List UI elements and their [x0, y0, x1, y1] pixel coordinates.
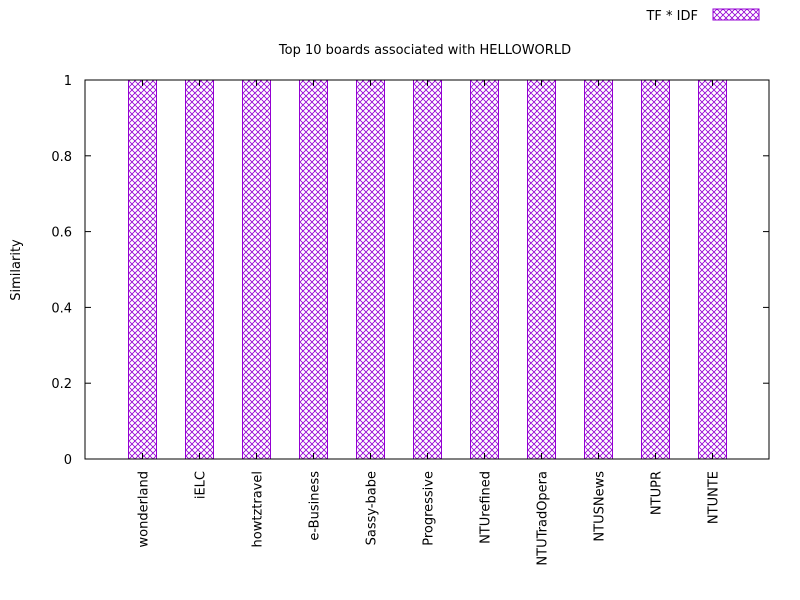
- y-tick-label: 0.4: [51, 301, 72, 316]
- bar-wonderland: [128, 79, 157, 460]
- x-tick-label: NTUrefined: [479, 471, 494, 544]
- x-tick-label: Progressive: [422, 471, 437, 546]
- x-tick-label: Sassy-babe: [365, 471, 380, 545]
- x-tick-label: NTUTradOpera: [536, 471, 551, 566]
- bar-e-business: [299, 79, 328, 460]
- bar-ntupr: [641, 79, 670, 460]
- y-tick-label: 0.2: [51, 377, 72, 392]
- legend-swatch: [712, 8, 760, 21]
- bar-nturefined: [470, 79, 499, 460]
- bars-group: [128, 79, 727, 460]
- x-tick-label: wonderland: [137, 471, 152, 548]
- y-tick-label: 0: [64, 453, 72, 468]
- x-tick-label: howtztravel: [251, 471, 266, 547]
- y-axis-label: Similarity: [9, 239, 24, 301]
- bar-howtztravel: [242, 79, 271, 460]
- y-tick-label: 0.8: [51, 150, 72, 165]
- x-tick-label: NTUNTE: [707, 471, 722, 524]
- chart-title: Top 10 boards associated with HELLOWORLD: [278, 43, 571, 58]
- x-tick-label: NTUPR: [650, 471, 665, 515]
- bar-progressive: [413, 79, 442, 460]
- x-tick-label: e-Business: [308, 471, 323, 541]
- y-ticks-group: 0 0.2 0.4 0.6 0.8 1: [51, 74, 769, 468]
- legend-label: TF * IDF: [645, 9, 698, 24]
- x-tick-label: iELC: [194, 471, 209, 499]
- bar-ntunte: [698, 79, 727, 460]
- plot-frame: [84, 79, 770, 460]
- bar-ntutradopera: [527, 79, 556, 460]
- bar-sassy-babe: [356, 79, 385, 460]
- bar-ielc: [185, 79, 214, 460]
- bar-ntusnews: [584, 79, 613, 460]
- legend: TF * IDF: [645, 8, 760, 24]
- y-tick-label: 0.6: [51, 226, 72, 241]
- y-tick-label: 1: [64, 74, 72, 89]
- x-ticks-group: wonderland iELC howtztravel e-Business Sassy…: [137, 80, 722, 566]
- x-tick-label: NTUSNews: [593, 471, 608, 542]
